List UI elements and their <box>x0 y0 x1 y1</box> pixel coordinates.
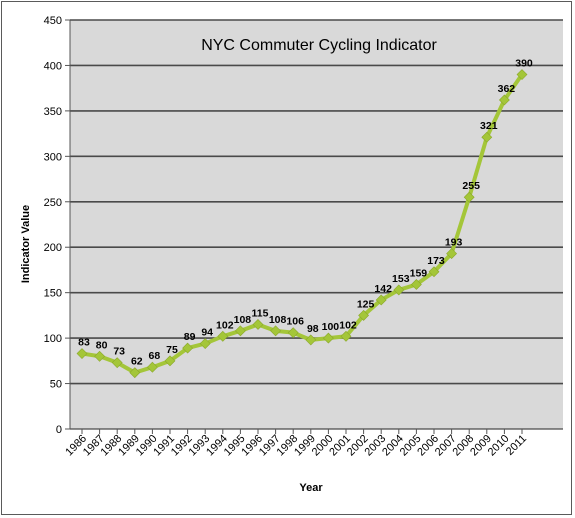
data-point <box>393 284 405 296</box>
y-tick-label: 350 <box>44 106 62 118</box>
data-label: 75 <box>166 344 178 356</box>
data-point <box>252 319 264 330</box>
data-label: 255 <box>462 180 480 192</box>
data-label: 390 <box>515 58 533 70</box>
y-tick-label: 150 <box>44 288 62 300</box>
data-point <box>234 325 246 337</box>
data-label: 68 <box>149 350 161 362</box>
y-tick-label: 300 <box>44 151 62 163</box>
data-label: 173 <box>427 255 445 267</box>
data-point <box>375 294 387 306</box>
data-point <box>428 266 440 278</box>
y-tick-label: 450 <box>44 15 62 27</box>
plot-area <box>70 20 563 429</box>
x-axis-title: Year <box>299 482 323 494</box>
data-label: 89 <box>184 331 196 343</box>
data-point <box>410 279 422 290</box>
data-label: 193 <box>445 237 463 249</box>
data-label: 102 <box>216 319 234 331</box>
data-label: 153 <box>392 273 410 285</box>
y-tick-label: 0 <box>56 424 62 436</box>
data-point <box>270 325 282 337</box>
data-point <box>516 69 528 80</box>
data-label: 102 <box>339 319 357 331</box>
data-point <box>287 327 299 339</box>
x-tick-label: 2011 <box>504 433 529 458</box>
data-label: 159 <box>410 267 428 279</box>
y-tick-label: 400 <box>44 60 62 72</box>
data-label: 362 <box>498 83 516 95</box>
data-label: 100 <box>322 321 340 333</box>
data-point <box>199 338 211 349</box>
series-group <box>76 69 528 379</box>
data-label: 108 <box>269 314 287 326</box>
data-point <box>94 350 106 362</box>
x-tick-labels: 1986198719881989199019911992199319941995… <box>63 433 529 459</box>
data-point <box>76 348 88 359</box>
data-point <box>182 342 194 354</box>
y-tick-label: 50 <box>50 379 62 391</box>
data-point <box>305 334 317 346</box>
data-label: 98 <box>307 323 319 335</box>
data-point <box>340 330 352 342</box>
data-point <box>481 131 493 143</box>
data-point <box>358 309 370 321</box>
chart-title: NYC Commuter Cycling Indicator <box>201 37 437 54</box>
data-label: 94 <box>201 327 213 339</box>
data-label: 73 <box>113 346 125 358</box>
data-point <box>129 367 141 379</box>
y-tick-label: 200 <box>44 242 62 254</box>
data-point <box>322 332 334 344</box>
data-point <box>498 94 510 106</box>
data-label: 62 <box>131 356 143 368</box>
data-point <box>111 357 123 369</box>
data-label: 115 <box>252 307 269 319</box>
data-label: 106 <box>286 316 304 328</box>
data-label: 83 <box>78 337 90 349</box>
data-point <box>463 191 475 203</box>
data-point <box>217 330 229 342</box>
data-point <box>146 361 158 373</box>
y-tick-label: 100 <box>44 333 62 345</box>
y-tick-label: 250 <box>44 197 62 209</box>
y-axis-title: Indicator Value <box>20 205 32 283</box>
y-tick-labels: 0 50 100 150 200 250 300 350 400 450 <box>44 15 62 436</box>
data-point <box>446 248 458 260</box>
data-label: 125 <box>357 298 375 310</box>
data-label: 80 <box>96 339 108 351</box>
data-label: 142 <box>374 283 392 295</box>
data-point <box>164 355 176 367</box>
data-label: 321 <box>480 120 498 132</box>
data-label: 108 <box>234 314 252 326</box>
